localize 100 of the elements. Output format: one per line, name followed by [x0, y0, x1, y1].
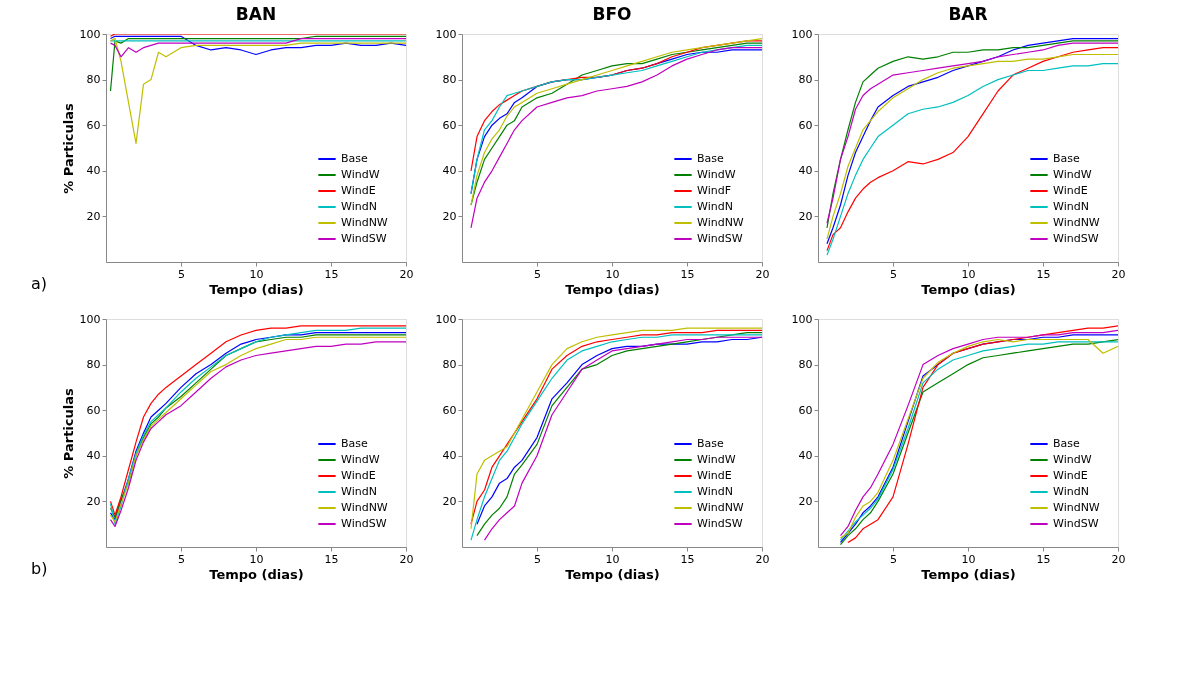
line-series	[109, 35, 406, 92]
y-tick-label: 100	[791, 27, 813, 41]
x-tick-label: 10	[605, 267, 620, 281]
y-tick-label: 80	[798, 73, 813, 87]
legend-label: WindSW	[697, 232, 743, 245]
legend-label: WindNW	[697, 501, 744, 514]
x-axis-title: Tempo (dias)	[921, 281, 1016, 297]
x-axis-title: Tempo (dias)	[921, 566, 1016, 582]
y-tick-label: 20	[86, 494, 101, 508]
legend-label: WindSW	[341, 517, 387, 530]
legend-label: WindW	[1053, 168, 1092, 181]
y-tick-label: 80	[86, 73, 101, 87]
x-tick-label: 15	[680, 552, 695, 566]
legend-label: WindE	[1053, 469, 1088, 482]
legend-label: Base	[1053, 152, 1081, 165]
legend-label: Base	[697, 152, 725, 165]
legend-label: WindN	[1053, 485, 1089, 498]
y-tick-label: 40	[798, 449, 813, 463]
x-tick-label: 5	[178, 267, 185, 281]
y-tick-label: 60	[798, 118, 813, 132]
y-tick-label: 40	[442, 164, 457, 178]
y-tick-label: 20	[798, 494, 813, 508]
legend-label: WindSW	[697, 517, 743, 530]
y-tick-label: 20	[86, 209, 101, 223]
legend-label: WindN	[1053, 200, 1089, 213]
y-tick-label: 80	[798, 358, 813, 372]
y-tick-label: 100	[79, 27, 101, 41]
legend-label: WindE	[697, 469, 732, 482]
x-tick-label: 15	[680, 267, 695, 281]
y-tick-label: 80	[442, 358, 457, 372]
legend-label: Base	[1053, 437, 1081, 450]
y-tick-label: 60	[86, 118, 101, 132]
y-tick-label: 40	[86, 449, 101, 463]
y-tick-label: 100	[79, 312, 101, 326]
y-tick-label: 60	[442, 118, 457, 132]
legend-label: WindNW	[341, 216, 388, 229]
legend-label: WindW	[697, 453, 736, 466]
y-tick-label: 60	[86, 403, 101, 417]
legend-label: WindW	[341, 168, 380, 181]
chart-title: BAR	[948, 4, 988, 24]
legend-label: WindE	[341, 469, 376, 482]
x-axis-title: Tempo (dias)	[565, 281, 660, 297]
legend-label: WindW	[341, 453, 380, 466]
y-tick-label: 40	[798, 164, 813, 178]
x-axis-title: Tempo (dias)	[209, 281, 304, 297]
line-series	[109, 37, 406, 145]
x-tick-label: 5	[890, 267, 897, 281]
y-tick-label: 100	[435, 27, 457, 41]
x-tick-label: 5	[890, 552, 897, 566]
y-tick-label: 40	[442, 449, 457, 463]
x-tick-label: 20	[399, 267, 414, 281]
y-tick-label: 20	[442, 209, 457, 223]
x-tick-label: 10	[961, 552, 976, 566]
x-tick-label: 15	[1036, 552, 1051, 566]
legend-label: WindSW	[1053, 232, 1099, 245]
y-tick-label: 100	[791, 312, 813, 326]
legend-label: WindE	[1053, 184, 1088, 197]
x-axis-title: Tempo (dias)	[209, 566, 304, 582]
legend-label: WindE	[341, 184, 376, 197]
y-tick-label: 20	[798, 209, 813, 223]
x-tick-label: 10	[605, 552, 620, 566]
legend-label: WindNW	[341, 501, 388, 514]
legend-label: WindW	[1053, 453, 1092, 466]
legend-label: Base	[697, 437, 725, 450]
x-tick-label: 20	[399, 552, 414, 566]
legend-label: Base	[341, 437, 369, 450]
x-tick-label: 10	[961, 267, 976, 281]
y-tick-label: 20	[442, 494, 457, 508]
y-tick-label: 80	[442, 73, 457, 87]
legend-label: WindW	[697, 168, 736, 181]
chart-title: BFO	[592, 4, 632, 24]
x-tick-label: 20	[755, 552, 770, 566]
y-tick-label: 60	[442, 403, 457, 417]
legend-label: WindNW	[1053, 216, 1100, 229]
text: b)	[31, 559, 48, 578]
x-tick-label: 15	[324, 267, 339, 281]
x-tick-label: 20	[1111, 267, 1126, 281]
x-tick-label: 10	[249, 552, 264, 566]
y-axis-title: % Particulas	[60, 387, 76, 479]
x-tick-label: 10	[249, 267, 264, 281]
y-tick-label: 100	[435, 312, 457, 326]
legend-label: WindF	[697, 184, 731, 197]
x-tick-label: 5	[178, 552, 185, 566]
x-tick-label: 15	[1036, 267, 1051, 281]
y-axis-title: % Particulas	[60, 102, 76, 194]
x-tick-label: 5	[534, 267, 541, 281]
text: a)	[31, 274, 48, 293]
legend-label: WindNW	[1053, 501, 1100, 514]
x-tick-label: 15	[324, 552, 339, 566]
y-tick-label: 80	[86, 358, 101, 372]
legend-label: WindN	[697, 200, 733, 213]
x-tick-label: 5	[534, 552, 541, 566]
legend-label: WindSW	[1053, 517, 1099, 530]
legend-label: WindN	[341, 485, 377, 498]
legend-label: WindSW	[341, 232, 387, 245]
legend-label: WindNW	[697, 216, 744, 229]
x-tick-label: 20	[755, 267, 770, 281]
legend-label: WindN	[697, 485, 733, 498]
y-tick-label: 60	[798, 403, 813, 417]
legend-label: WindN	[341, 200, 377, 213]
